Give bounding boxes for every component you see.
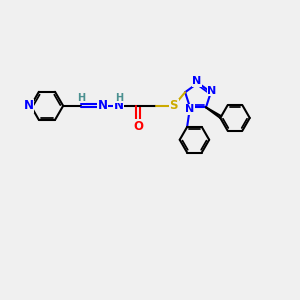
Text: N: N	[185, 104, 194, 114]
Text: N: N	[207, 86, 217, 96]
Text: N: N	[98, 99, 108, 112]
Text: N: N	[23, 99, 33, 112]
Text: H: H	[115, 93, 123, 103]
Text: H: H	[77, 93, 86, 103]
Text: S: S	[169, 99, 178, 112]
Text: N: N	[193, 76, 202, 86]
Text: O: O	[133, 120, 143, 133]
Text: N: N	[114, 99, 124, 112]
